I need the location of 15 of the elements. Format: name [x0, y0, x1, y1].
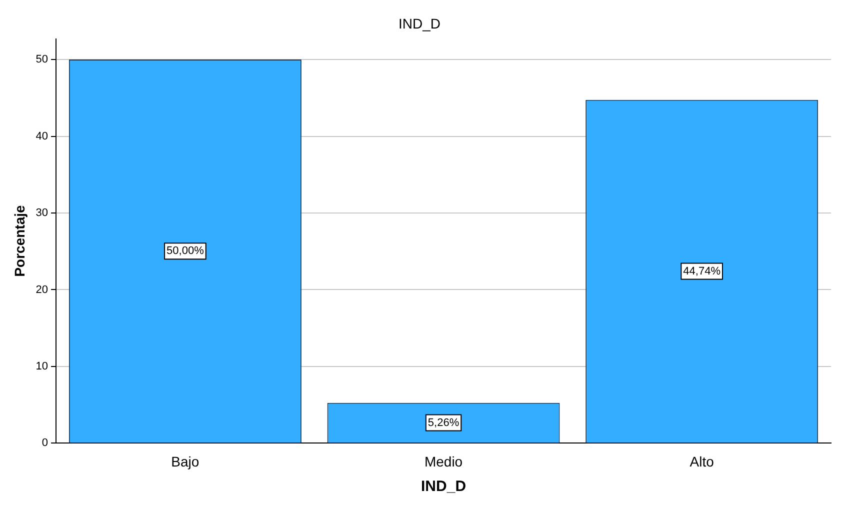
y-tick-label: 50 [36, 54, 48, 66]
y-axis-title: Porcentaje [11, 204, 28, 277]
data-label: 44,74% [683, 265, 721, 278]
chart-title: IND_D [398, 15, 441, 32]
data-label: 50,00% [166, 245, 204, 258]
y-tick-label: 30 [36, 207, 48, 220]
y-tick-label: 10 [36, 360, 48, 372]
x-tick-label: Alto [690, 453, 714, 470]
y-tick-label: 0 [42, 437, 48, 450]
y-tick-label: 40 [36, 130, 48, 142]
data-label: 5,26% [428, 416, 460, 429]
x-axis-title: IND_D [421, 478, 466, 496]
y-tick-label: 20 [36, 284, 48, 296]
x-tick-label: Bajo [171, 453, 200, 470]
x-tick-label: Medio [424, 453, 463, 470]
